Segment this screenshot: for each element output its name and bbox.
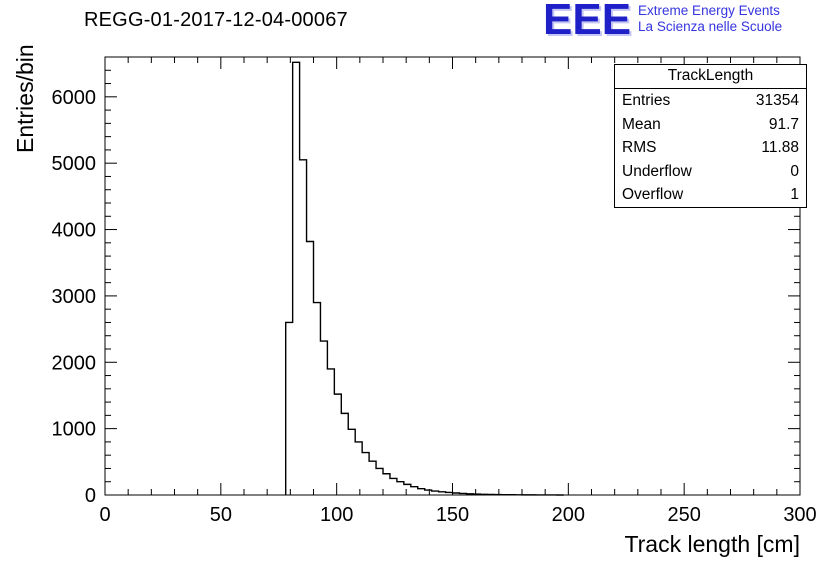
x-tick-labels: 0 50 100 150 200 250 300 bbox=[99, 504, 816, 526]
stat-value: 91.7 bbox=[768, 115, 799, 133]
y-tick-label: 0 bbox=[85, 485, 96, 507]
stat-row-entries: Entries 31354 bbox=[615, 89, 806, 113]
y-tick-label: 2000 bbox=[52, 352, 97, 374]
x-axis-title: Track length [cm] bbox=[624, 531, 800, 557]
y-axis-title: Entries/bin bbox=[12, 44, 38, 153]
x-tick-label: 300 bbox=[783, 504, 816, 526]
x-tick-label: 200 bbox=[552, 504, 585, 526]
x-tick-label: 0 bbox=[99, 504, 110, 526]
x-tick-label: 150 bbox=[436, 504, 469, 526]
stat-value: 11.88 bbox=[761, 139, 799, 156]
stat-value: 31354 bbox=[755, 92, 799, 109]
stat-value: 1 bbox=[790, 186, 799, 203]
eee-logo-line2: La Scienza nelle Scuole bbox=[638, 19, 783, 34]
y-tick-label: 3000 bbox=[52, 286, 97, 308]
stat-label: Underflow bbox=[622, 162, 692, 180]
y-tick-label: 5000 bbox=[52, 153, 97, 175]
x-tick-label: 250 bbox=[667, 504, 700, 526]
eee-logo-acronym: EEE bbox=[543, 0, 632, 44]
stat-row-underflow: Underflow 0 bbox=[615, 160, 806, 184]
y-tick-label: 4000 bbox=[52, 220, 97, 242]
stat-value: 0 bbox=[790, 162, 799, 180]
x-axis-ticks bbox=[104, 57, 801, 495]
histogram-line bbox=[285, 61, 564, 496]
x-tick-label: 100 bbox=[320, 504, 353, 526]
y-tick-label: 6000 bbox=[52, 87, 97, 109]
y-tick-label: 1000 bbox=[52, 419, 97, 441]
stat-label: Overflow bbox=[622, 186, 684, 203]
plot-title: REGG-01-2017-12-04-00067 bbox=[84, 9, 348, 31]
eee-logo-text: Extreme Energy Events La Scienza nelle S… bbox=[638, 3, 782, 35]
eee-logo-line1: Extreme Energy Events bbox=[638, 3, 780, 18]
eee-logo: EEE Extreme Energy Events La Scienza nel… bbox=[543, 0, 782, 44]
stat-row-overflow: Overflow 1 bbox=[615, 183, 806, 207]
stats-box: TrackLength Entries 31354 Mean 91.7 RMS … bbox=[614, 64, 807, 208]
stat-row-mean: Mean 91.7 bbox=[615, 113, 806, 137]
stat-label: Entries bbox=[622, 92, 671, 109]
stat-label: RMS bbox=[622, 139, 657, 156]
y-tick-labels: 0 1000 2000 3000 4000 5000 6000 bbox=[52, 87, 97, 507]
stat-row-rms: RMS 11.88 bbox=[615, 136, 806, 160]
stat-label: Mean bbox=[622, 115, 661, 133]
x-tick-label: 50 bbox=[210, 504, 232, 526]
stats-box-title: TrackLength bbox=[615, 65, 806, 89]
